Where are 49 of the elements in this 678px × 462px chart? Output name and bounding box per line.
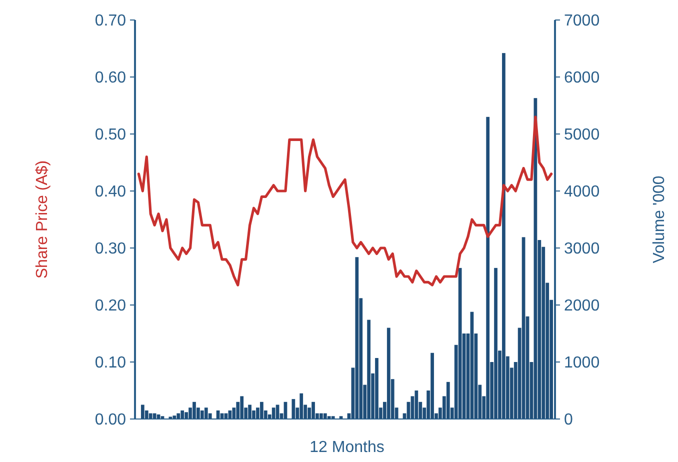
- bar: [200, 410, 204, 419]
- bar: [320, 413, 323, 419]
- bar: [367, 320, 370, 419]
- y2-tick-label: 0: [564, 412, 573, 429]
- y2-tick-label: 3000: [564, 240, 600, 258]
- bar: [494, 268, 498, 419]
- bar: [323, 413, 327, 419]
- y-tick-label: 0.60: [94, 70, 126, 87]
- y-tick-label: 0.20: [94, 298, 126, 315]
- bar: [375, 358, 378, 419]
- bar: [204, 408, 208, 419]
- y2-tick-label: 2000: [564, 298, 600, 315]
- bar: [430, 352, 434, 419]
- y2-tick-label: 4000: [564, 184, 600, 201]
- y2-tick-label: 1000: [564, 354, 600, 372]
- line-series: [137, 116, 553, 286]
- bar: [300, 393, 304, 419]
- y2-tick-label: 7000: [564, 12, 600, 30]
- bar: [486, 116, 490, 419]
- y-tick-label: 0.70: [94, 12, 126, 30]
- bar: [355, 257, 359, 419]
- y-tick-label: 0.40: [94, 184, 126, 201]
- y-axis-title: Share Price (A$): [34, 160, 51, 279]
- bar: [172, 416, 176, 419]
- y2-tick-label: 5000: [564, 126, 600, 144]
- bar: [180, 410, 184, 419]
- y2-tick-label: 6000: [564, 70, 600, 87]
- y-tick-label: 0.50: [94, 126, 126, 144]
- bar: [192, 402, 196, 419]
- bar: [148, 413, 152, 419]
- bar: [331, 416, 335, 419]
- y2-axis-title: Volume '000: [651, 176, 668, 264]
- y-tick-label: 0.30: [94, 240, 126, 258]
- bar: [327, 416, 331, 419]
- bar: [414, 390, 418, 419]
- bar: [140, 404, 144, 419]
- bar: [176, 413, 180, 419]
- bar: [248, 404, 252, 419]
- bar: [260, 402, 264, 419]
- y-tick-label: 0.10: [94, 354, 126, 372]
- bar: [292, 399, 296, 419]
- bar: [240, 396, 244, 419]
- bar: [502, 53, 506, 419]
- bar: [272, 408, 276, 419]
- bar: [312, 402, 315, 419]
- bar: [386, 328, 390, 419]
- y-tick-label: 0.00: [94, 412, 126, 429]
- bar: [446, 382, 450, 419]
- x-axis-title: 12 Months: [310, 439, 384, 456]
